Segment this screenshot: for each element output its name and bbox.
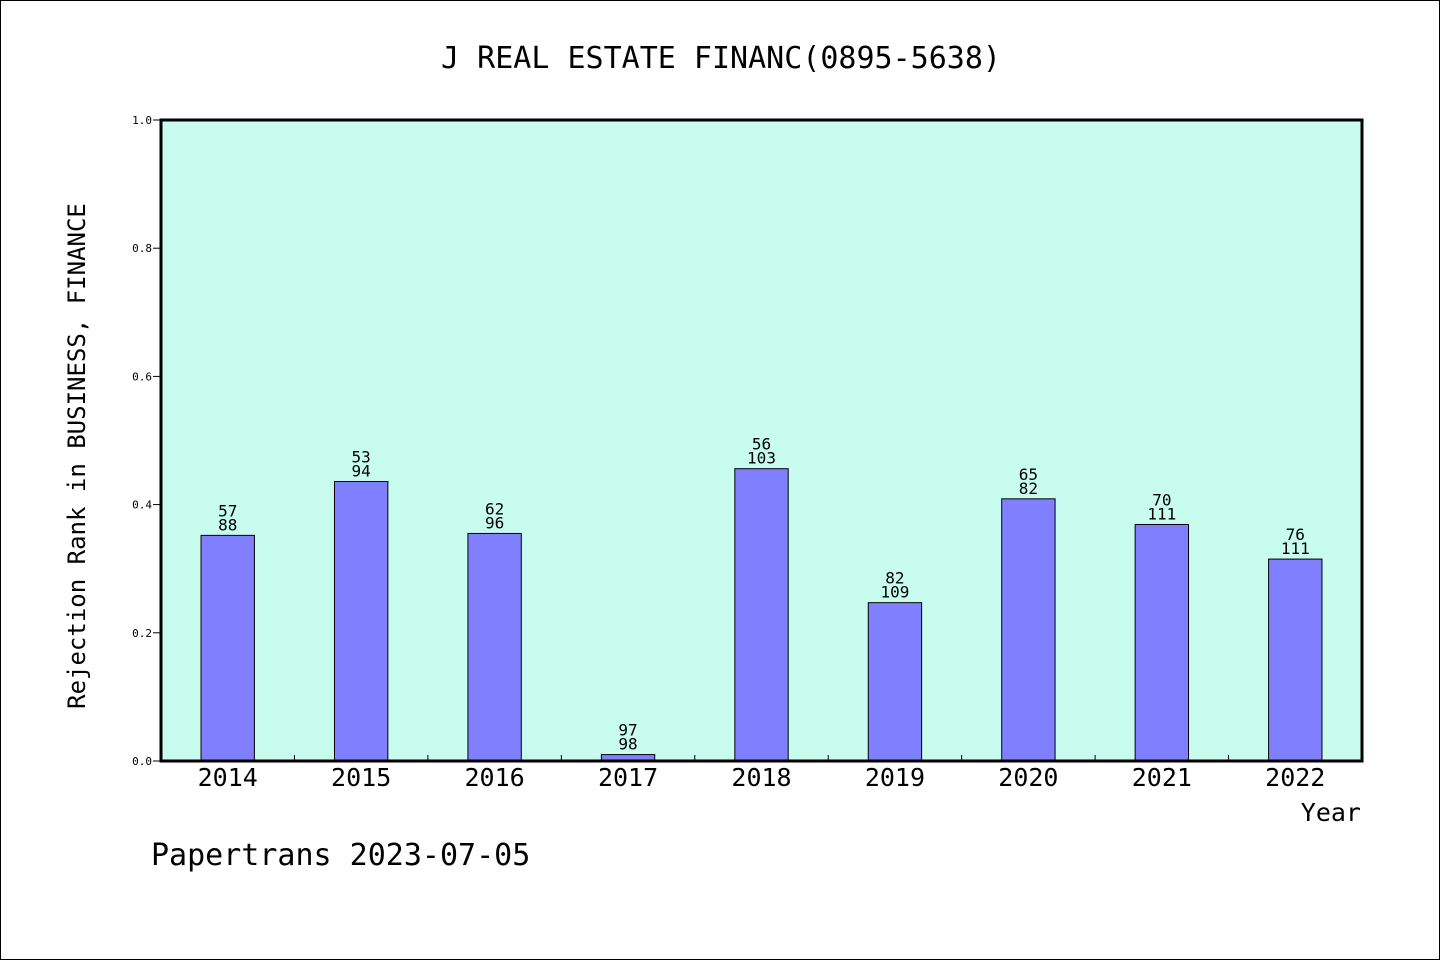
bar-2015 (333, 481, 389, 762)
data-label-bottom-2021: 111 (1147, 504, 1176, 523)
x-axis: 2014 2015 2016 2017 2018 2019 2020 2021 2022 (198, 755, 1325, 792)
data-label-top-2014: 57 (218, 501, 237, 520)
bar-2020 (1001, 498, 1056, 762)
data-label-top-2017: 97 (618, 721, 637, 740)
x-tick-label-2021: 2021 (1132, 763, 1192, 792)
data-label-bottom-2019: 109 (880, 583, 909, 602)
data-label-top-2015: 53 (352, 448, 371, 467)
y-tick-label-1.0: 1.0 (132, 114, 152, 127)
bars-group (200, 468, 1323, 762)
x-tick-label-2014: 2014 (198, 763, 258, 792)
bar-2014 (200, 534, 255, 762)
footer-text: Papertrans 2023-07-05 (151, 838, 530, 873)
x-tick-label-2015: 2015 (331, 763, 391, 792)
x-tick-label-2019: 2019 (865, 763, 925, 792)
y-tick-label-0.4: 0.4 (132, 499, 152, 512)
bar-2019 (867, 602, 923, 762)
y-axis: 0.0 0.2 0.4 0.6 0.8 1.0 (132, 114, 161, 768)
data-label-top-2018: 56 (752, 435, 771, 454)
data-label-bottom-2022: 111 (1281, 539, 1310, 558)
x-tick-label-2018: 2018 (731, 763, 791, 792)
bar-2021 (1134, 523, 1190, 762)
bar-2022 (1268, 558, 1323, 762)
y-tick-label-0.2: 0.2 (132, 627, 152, 640)
data-label-top-2019: 82 (885, 569, 904, 588)
y-tick-label-0.0: 0.0 (132, 755, 152, 768)
data-label-bottom-2017: 98 (618, 735, 637, 754)
x-tick-label-2016: 2016 (465, 763, 525, 792)
data-label-top-2016: 62 (485, 499, 504, 518)
y-axis-label: Rejection Rank in BUSINESS, FINANCE (63, 203, 91, 709)
data-label-top-2021: 70 (1152, 490, 1171, 509)
data-label-bottom-2015: 94 (352, 462, 371, 481)
plot-border (159, 118, 1364, 763)
x-tick-label-2020: 2020 (998, 763, 1058, 792)
y-tick-label-0.6: 0.6 (132, 370, 152, 383)
x-tick-label-2017: 2017 (598, 763, 658, 792)
chart-title: J REAL ESTATE FINANC(0895-5638) (441, 41, 1001, 76)
data-label-top-2020: 65 (1019, 465, 1038, 484)
x-tick-label-2022: 2022 (1265, 763, 1325, 792)
bar-2018 (734, 468, 789, 762)
x-axis-label: Year (1301, 798, 1361, 827)
data-label-bottom-2020: 82 (1019, 479, 1038, 498)
bar-2016 (467, 532, 522, 762)
data-label-bottom-2016: 96 (485, 513, 504, 532)
data-label-top-2022: 76 (1286, 525, 1305, 544)
data-label-bottom-2018: 103 (747, 449, 776, 468)
data-label-bottom-2014: 88 (218, 515, 237, 534)
y-tick-label-0.8: 0.8 (132, 242, 152, 255)
